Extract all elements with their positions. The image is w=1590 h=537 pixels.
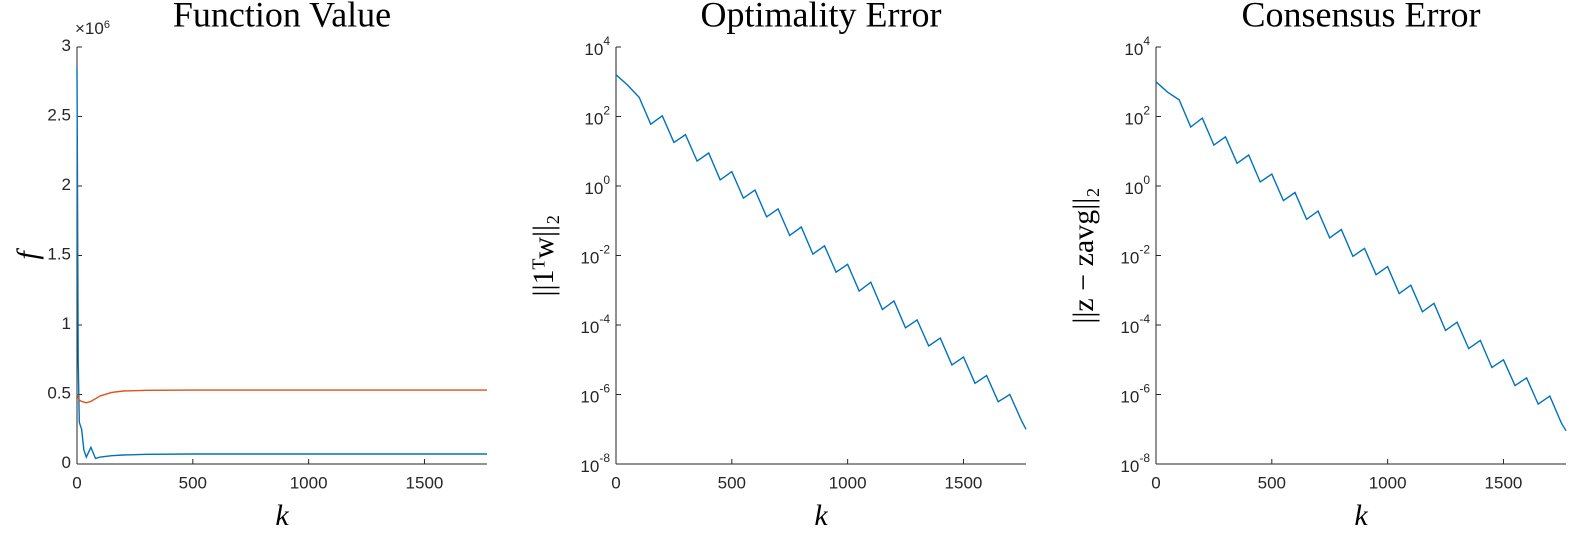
tick-exponent: -8 [599, 451, 610, 465]
tick-base: 10 [580, 457, 599, 476]
y-tick-label: 104 [584, 34, 610, 59]
x-tick-label: 0 [1151, 473, 1160, 492]
x-tick-label: 1500 [406, 473, 444, 492]
tick-base: 1 [62, 314, 71, 333]
y-tick-label: 102 [584, 104, 610, 129]
tick-base: 3 [62, 36, 71, 55]
y-tick-label: 10-4 [580, 312, 610, 337]
chart-title: Function Value [173, 0, 391, 34]
x-tick-label: 0 [72, 473, 81, 492]
y-tick-label: 1 [62, 314, 71, 333]
y-axis-label: ||1ᵀw||₂ [527, 214, 560, 296]
x-tick-label: 1000 [829, 473, 867, 492]
y-tick-label: 0 [62, 453, 71, 472]
tick-exponent: 0 [603, 173, 610, 187]
tick-exponent: -6 [599, 382, 610, 396]
tick-exponent: -4 [599, 312, 610, 326]
x-tick-label: 500 [718, 473, 746, 492]
y-tick-label: 0.5 [47, 384, 71, 403]
chart-title: Consensus Error [1242, 0, 1481, 34]
y-axis-label: f [11, 248, 44, 260]
series-line [76, 67, 487, 460]
tick-base: 10 [1124, 110, 1143, 129]
tick-base: 10 [1120, 249, 1139, 268]
x-tick-label: 0 [611, 473, 620, 492]
tick-base: 10 [580, 388, 599, 407]
tick-exponent: -6 [1139, 382, 1150, 396]
x-tick-label: 1500 [1485, 473, 1523, 492]
x-tick-label: 1000 [1369, 473, 1407, 492]
tick-base: 2 [62, 175, 71, 194]
y-tick-label: 2 [62, 175, 71, 194]
x-tick-label: 1000 [290, 473, 328, 492]
tick-base: 1.5 [47, 245, 71, 264]
chart-title: Optimality Error [701, 0, 942, 34]
y-tick-label: 10-8 [1120, 451, 1150, 476]
y-multiplier: ×106 [75, 19, 110, 39]
y-tick-label: 100 [584, 173, 610, 198]
x-tick-label: 500 [179, 473, 207, 492]
multiplier-base: ×10 [75, 19, 104, 38]
tick-base: 10 [580, 318, 599, 337]
tick-exponent: -2 [599, 243, 610, 257]
y-tick-label: 104 [1124, 34, 1150, 59]
y-tick-label: 10-6 [580, 382, 610, 407]
y-tick-label: 10-6 [1120, 382, 1150, 407]
x-tick-label: 500 [1258, 473, 1286, 492]
multiplier-exponent: 6 [104, 19, 110, 31]
tick-base: 10 [1124, 179, 1143, 198]
x-axis-label: k [1354, 499, 1368, 532]
tick-base: 10 [580, 249, 599, 268]
tick-exponent: 4 [1143, 34, 1150, 48]
y-tick-label: 2.5 [47, 106, 71, 125]
y-tick-label: 1.5 [47, 245, 71, 264]
tick-base: 0.5 [47, 384, 71, 403]
tick-base: 10 [584, 40, 603, 59]
y-tick-label: 3 [62, 36, 71, 55]
y-tick-label: 10-4 [1120, 312, 1150, 337]
y-tick-label: 102 [1124, 104, 1150, 129]
tick-exponent: 4 [603, 34, 610, 48]
tick-base: 10 [1120, 457, 1139, 476]
tick-exponent: 2 [1143, 104, 1150, 118]
series-line [615, 74, 1027, 430]
tick-exponent: 2 [603, 104, 610, 118]
tick-exponent: -4 [1139, 312, 1150, 326]
tick-base: 10 [1120, 318, 1139, 337]
y-tick-label: 10-8 [580, 451, 610, 476]
tick-base: 0 [62, 453, 71, 472]
tick-exponent: -2 [1139, 243, 1150, 257]
tick-base: 2.5 [47, 106, 71, 125]
tick-exponent: -8 [1139, 451, 1150, 465]
x-tick-label: 1500 [945, 473, 983, 492]
y-axis-label: ||z − zavg||₂ [1067, 187, 1100, 323]
tick-base: 10 [1120, 388, 1139, 407]
tick-exponent: 0 [1143, 173, 1150, 187]
y-tick-label: 100 [1124, 173, 1150, 198]
series-line [76, 389, 487, 404]
y-tick-label: 10-2 [580, 243, 610, 268]
series-line [1155, 81, 1567, 432]
x-axis-label: k [275, 499, 289, 532]
tick-base: 10 [1124, 40, 1143, 59]
tick-base: 10 [584, 110, 603, 129]
tick-base: 10 [584, 179, 603, 198]
x-axis-label: k [814, 499, 828, 532]
y-tick-label: 10-2 [1120, 243, 1150, 268]
